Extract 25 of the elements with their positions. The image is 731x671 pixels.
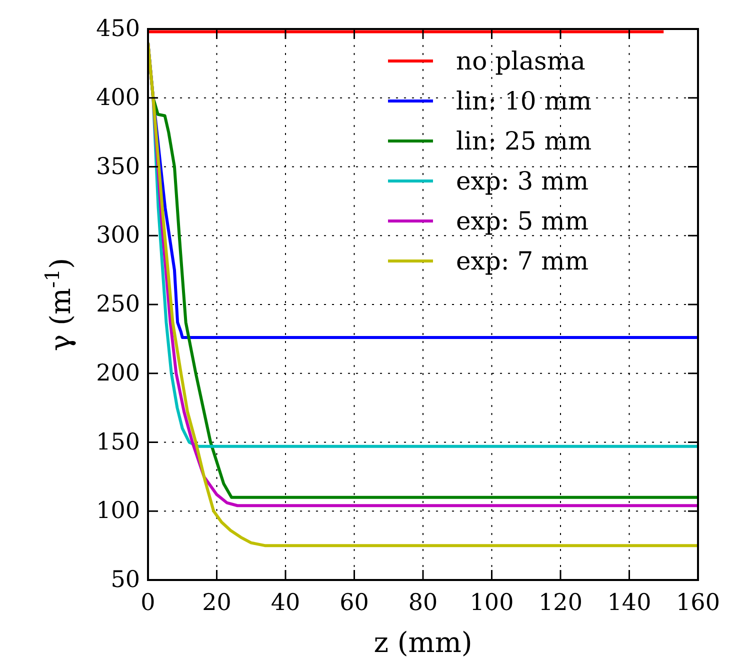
x-tick-label: 100 (470, 590, 514, 616)
x-tick-label: 0 (140, 590, 156, 616)
y-tick-label: 150 (96, 429, 140, 456)
y-tick-label: 50 (110, 567, 140, 593)
x-tick-label: 120 (538, 590, 582, 616)
x-tick-label: 40 (270, 590, 300, 616)
y-tick-label: 400 (96, 84, 140, 111)
y-tick-label: 250 (96, 292, 140, 318)
y-tick-label: 200 (96, 360, 140, 386)
legend-label: exp: 5 mm (456, 206, 589, 236)
y-tick-label: 100 (96, 498, 140, 524)
y-tick-label: 450 (96, 16, 140, 42)
legend-label: lin: 25 mm (456, 126, 592, 156)
y-tick-label: 350 (96, 154, 140, 180)
legend-label: no plasma (456, 46, 586, 76)
x-tick-label: 20 (202, 590, 232, 616)
x-tick-label: 140 (607, 590, 652, 616)
x-axis-title: z (mm) (374, 626, 472, 659)
legend-label: exp: 3 mm (456, 166, 589, 196)
x-tick-label: 80 (408, 590, 438, 616)
y-tick-label: 300 (96, 222, 140, 249)
legend-label: exp: 7 mm (456, 246, 589, 276)
x-tick-label: 60 (340, 590, 369, 616)
legend-label: lin: 10 mm (456, 86, 592, 116)
x-tick-label: 160 (676, 590, 720, 616)
